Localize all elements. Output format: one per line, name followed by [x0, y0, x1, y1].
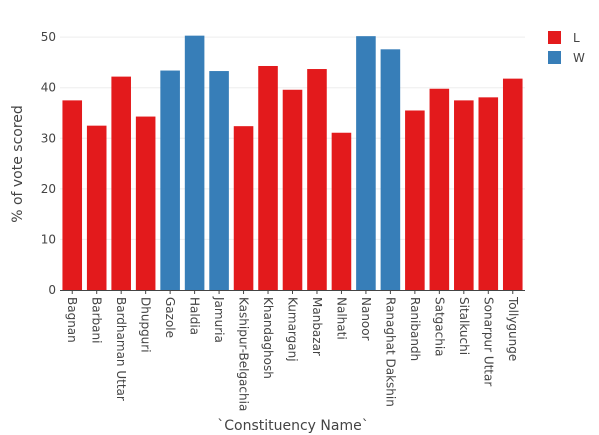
- y-axis-ticks: 0 10 20 30 40 50: [41, 30, 56, 297]
- x-tick-label: Nalhati: [334, 297, 348, 340]
- bars-group: [62, 35, 523, 291]
- x-tick-label: Ranaghat Dakshin: [383, 297, 397, 407]
- x-tick-label: Khandaghosh: [261, 297, 275, 379]
- bar-nalhati[interactable]: [331, 132, 352, 290]
- legend-label-w[interactable]: W: [573, 51, 585, 65]
- legend[interactable]: LW: [548, 31, 585, 65]
- x-tick-label: Nanoor: [359, 297, 373, 341]
- bar-gazole[interactable]: [160, 70, 180, 290]
- bar-jamuria[interactable]: [209, 71, 229, 290]
- y-tick-label: 30: [41, 131, 56, 145]
- bar-satgachia[interactable]: [429, 88, 450, 291]
- bar-sonarpur-uttar[interactable]: [478, 97, 499, 290]
- x-axis-title: `Constituency Name`: [217, 418, 368, 434]
- x-tick-label: Sitalkuchi: [457, 297, 471, 355]
- bar-sitalkuchi[interactable]: [454, 100, 474, 291]
- bar-tollygunge[interactable]: [502, 78, 523, 290]
- y-tick-label: 40: [41, 81, 56, 95]
- y-tick-label: 20: [41, 182, 56, 196]
- x-tick-label: Haldia: [188, 297, 202, 335]
- y-axis-title: % of vote scored: [10, 105, 26, 223]
- x-tick-label: Gazole: [163, 297, 177, 338]
- x-tick-label: Kashipur-Belgachia: [237, 297, 251, 411]
- bar-nanoor[interactable]: [356, 36, 376, 290]
- legend-swatch-l[interactable]: [548, 31, 561, 44]
- x-tick-label: Dhupguri: [139, 297, 153, 353]
- bar-ranaghat-dakshin[interactable]: [380, 49, 401, 290]
- bar-haldia[interactable]: [184, 35, 205, 290]
- y-tick-label: 0: [48, 283, 56, 297]
- bar-kashipur-belgachia[interactable]: [233, 126, 254, 290]
- bar-bagnan[interactable]: [62, 100, 83, 291]
- bar-bardhaman-uttar[interactable]: [111, 76, 131, 290]
- x-tick-label: Barbani: [90, 297, 104, 343]
- bar-kumarganj[interactable]: [282, 89, 303, 291]
- bar-dhupguri[interactable]: [135, 116, 156, 290]
- bar-barbani[interactable]: [86, 125, 107, 291]
- legend-label-l[interactable]: L: [573, 31, 580, 45]
- x-tick-label: Tollygunge: [506, 296, 520, 361]
- y-tick-label: 50: [41, 30, 56, 44]
- x-tick-label: Bagnan: [65, 297, 79, 343]
- x-tick-label: Satgachia: [432, 297, 446, 357]
- legend-swatch-w[interactable]: [548, 51, 561, 64]
- x-tick-label: Kumarganj: [286, 297, 300, 362]
- y-tick-label: 10: [41, 232, 56, 246]
- x-tick-label: Bardhaman Uttar: [114, 297, 128, 401]
- bar-khandaghosh[interactable]: [258, 65, 278, 290]
- x-tick-label: Sonarpur Uttar: [481, 297, 495, 386]
- bar-manbazar[interactable]: [307, 69, 327, 290]
- bar-ranibandh[interactable]: [405, 110, 425, 290]
- x-tick-label: Ranibandh: [408, 297, 422, 361]
- x-tick-label: Manbazar: [310, 297, 324, 356]
- x-axis-ticks: Bagnan Barbani Bardhaman Uttar Dhupguri Gazo…: [65, 290, 520, 411]
- x-tick-label: Jamuria: [212, 296, 226, 343]
